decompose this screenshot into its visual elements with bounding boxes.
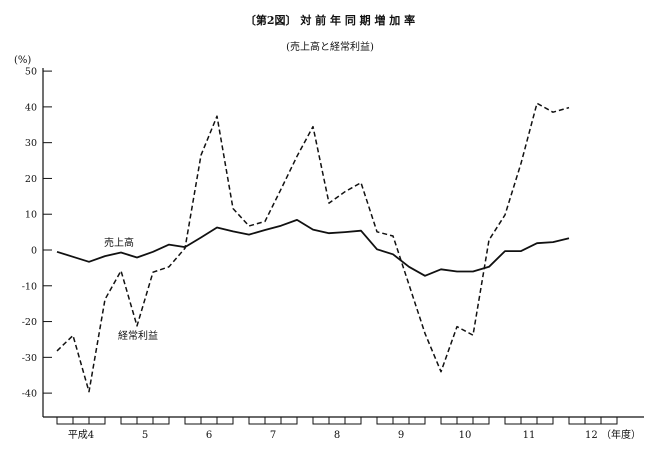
x-tick-label: 8 xyxy=(334,430,340,441)
y-tick-label: 20 xyxy=(25,174,37,185)
year-bracket xyxy=(56,417,106,425)
year-bracket xyxy=(504,417,554,425)
x-tick-label: 5 xyxy=(142,430,148,441)
chart-title: 〔第2図〕 対 前 年 同 期 増 加 率 xyxy=(245,13,415,27)
y-tick-label: -30 xyxy=(22,353,37,364)
year-bracket xyxy=(248,417,298,425)
year-bracket xyxy=(184,417,234,425)
year-bracket xyxy=(312,417,362,425)
x-tick-label: 9 xyxy=(398,430,404,441)
x-tick-label: 12 （年度） xyxy=(585,428,641,441)
x-tick-label: 6 xyxy=(206,430,212,441)
chart-subtitle: (売上高と経常利益) xyxy=(286,40,374,53)
year-bracket xyxy=(568,417,618,425)
y-tick-label: -40 xyxy=(22,389,37,400)
year-bracket xyxy=(120,417,170,425)
series-line-ordinary-profit xyxy=(56,102,570,393)
y-tick-label: 10 xyxy=(25,210,37,221)
y-tick-label: 30 xyxy=(25,138,37,149)
year-bracket xyxy=(376,417,426,425)
x-tick-label: 平成4 xyxy=(68,429,94,441)
y-tick-label: 50 xyxy=(25,67,37,78)
year-bracket xyxy=(440,417,490,425)
y-tick-label: 0 xyxy=(31,246,37,257)
series-label-sales: 売上高 xyxy=(104,236,134,249)
y-tick-label: 40 xyxy=(25,102,37,113)
x-tick-label: 10 xyxy=(459,430,472,441)
y-tick-label: -10 xyxy=(22,281,37,292)
y-tick-label: -20 xyxy=(22,317,37,328)
y-axis-label: (%) xyxy=(14,55,31,66)
series-label-profit: 経常利益 xyxy=(118,329,158,342)
x-tick-label: 11 xyxy=(523,430,536,441)
x-tick-label: 7 xyxy=(270,430,276,441)
